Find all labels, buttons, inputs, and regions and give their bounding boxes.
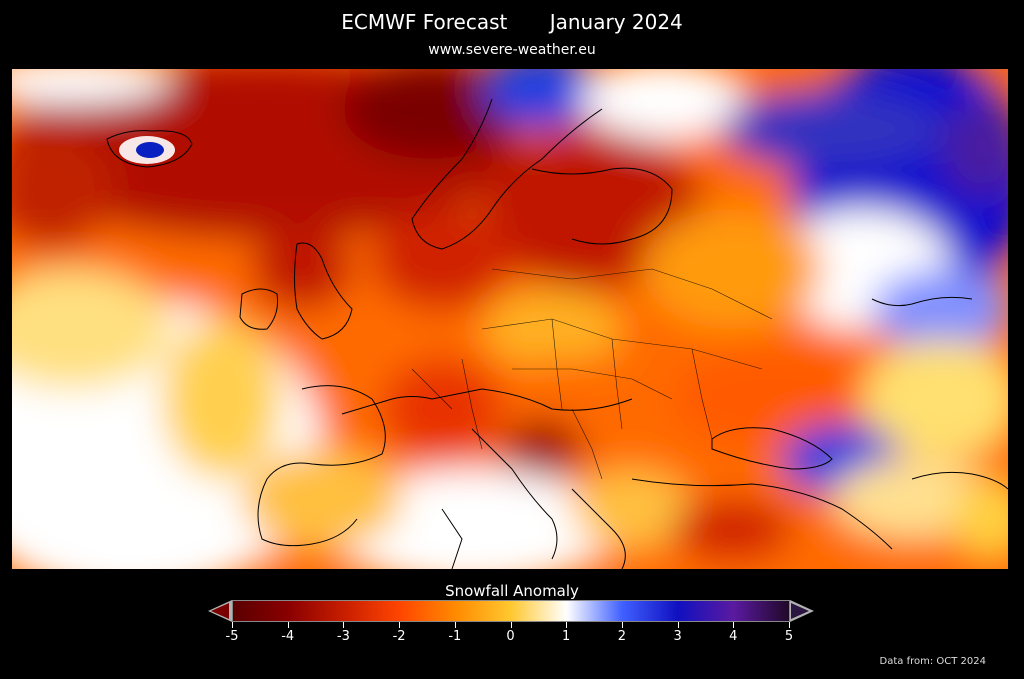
colorbar-tick-label: 0 bbox=[506, 629, 515, 644]
anomaly-field bbox=[12, 69, 1008, 569]
colorbar-tick-label: -1 bbox=[448, 629, 462, 644]
colorbar-tick-label: -2 bbox=[392, 629, 406, 644]
coastlines bbox=[106, 98, 1008, 569]
colorbar-tick-mark bbox=[399, 622, 401, 628]
colorbar-tick-mark bbox=[343, 622, 345, 628]
title-period: January 2024 bbox=[549, 10, 683, 34]
colorbar-tick-mark bbox=[621, 622, 623, 628]
map-title: ECMWF Forecast January 2024 bbox=[0, 10, 1024, 34]
colorbar bbox=[232, 600, 790, 622]
colorbar-tick-mark bbox=[789, 622, 790, 628]
title-model: ECMWF Forecast bbox=[341, 10, 508, 34]
colorbar-tick-mark bbox=[733, 622, 735, 628]
colorbar-tick-mark bbox=[287, 622, 289, 628]
colorbar-tick-label: 3 bbox=[673, 629, 682, 644]
colorbar-tick-label: -5 bbox=[225, 629, 239, 644]
anomaly-map bbox=[12, 69, 1008, 569]
colorbar-tick-label: 5 bbox=[784, 629, 794, 644]
colorbar-tick-mark bbox=[510, 622, 512, 628]
map-canvas bbox=[12, 69, 1008, 569]
colorbar-tick-mark bbox=[677, 622, 679, 628]
colorbar-max-arrow-fill bbox=[791, 603, 809, 619]
colorbar-ticks: -5 -4 -3 -2 -1 0 1 2 3 4 5 bbox=[226, 622, 793, 652]
legend-title: Snowfall Anomaly bbox=[445, 582, 579, 600]
colorbar-tick-mark bbox=[232, 622, 233, 628]
map-subtitle: www.severe-weather.eu bbox=[428, 42, 596, 58]
data-source: Data from: OCT 2024 bbox=[879, 656, 986, 667]
colorbar-tick-label: -4 bbox=[281, 629, 295, 644]
colorbar-tick-label: 4 bbox=[729, 629, 738, 644]
colorbar-min-arrow-fill bbox=[211, 603, 229, 619]
colorbar-tick-label: 1 bbox=[562, 629, 571, 644]
borders bbox=[411, 268, 773, 480]
colorbar-tick-label: 2 bbox=[617, 629, 627, 644]
colorbar-tick-mark bbox=[454, 622, 456, 628]
colorbar-tick-mark bbox=[566, 622, 568, 628]
colorbar-tick-label: -3 bbox=[336, 629, 350, 644]
